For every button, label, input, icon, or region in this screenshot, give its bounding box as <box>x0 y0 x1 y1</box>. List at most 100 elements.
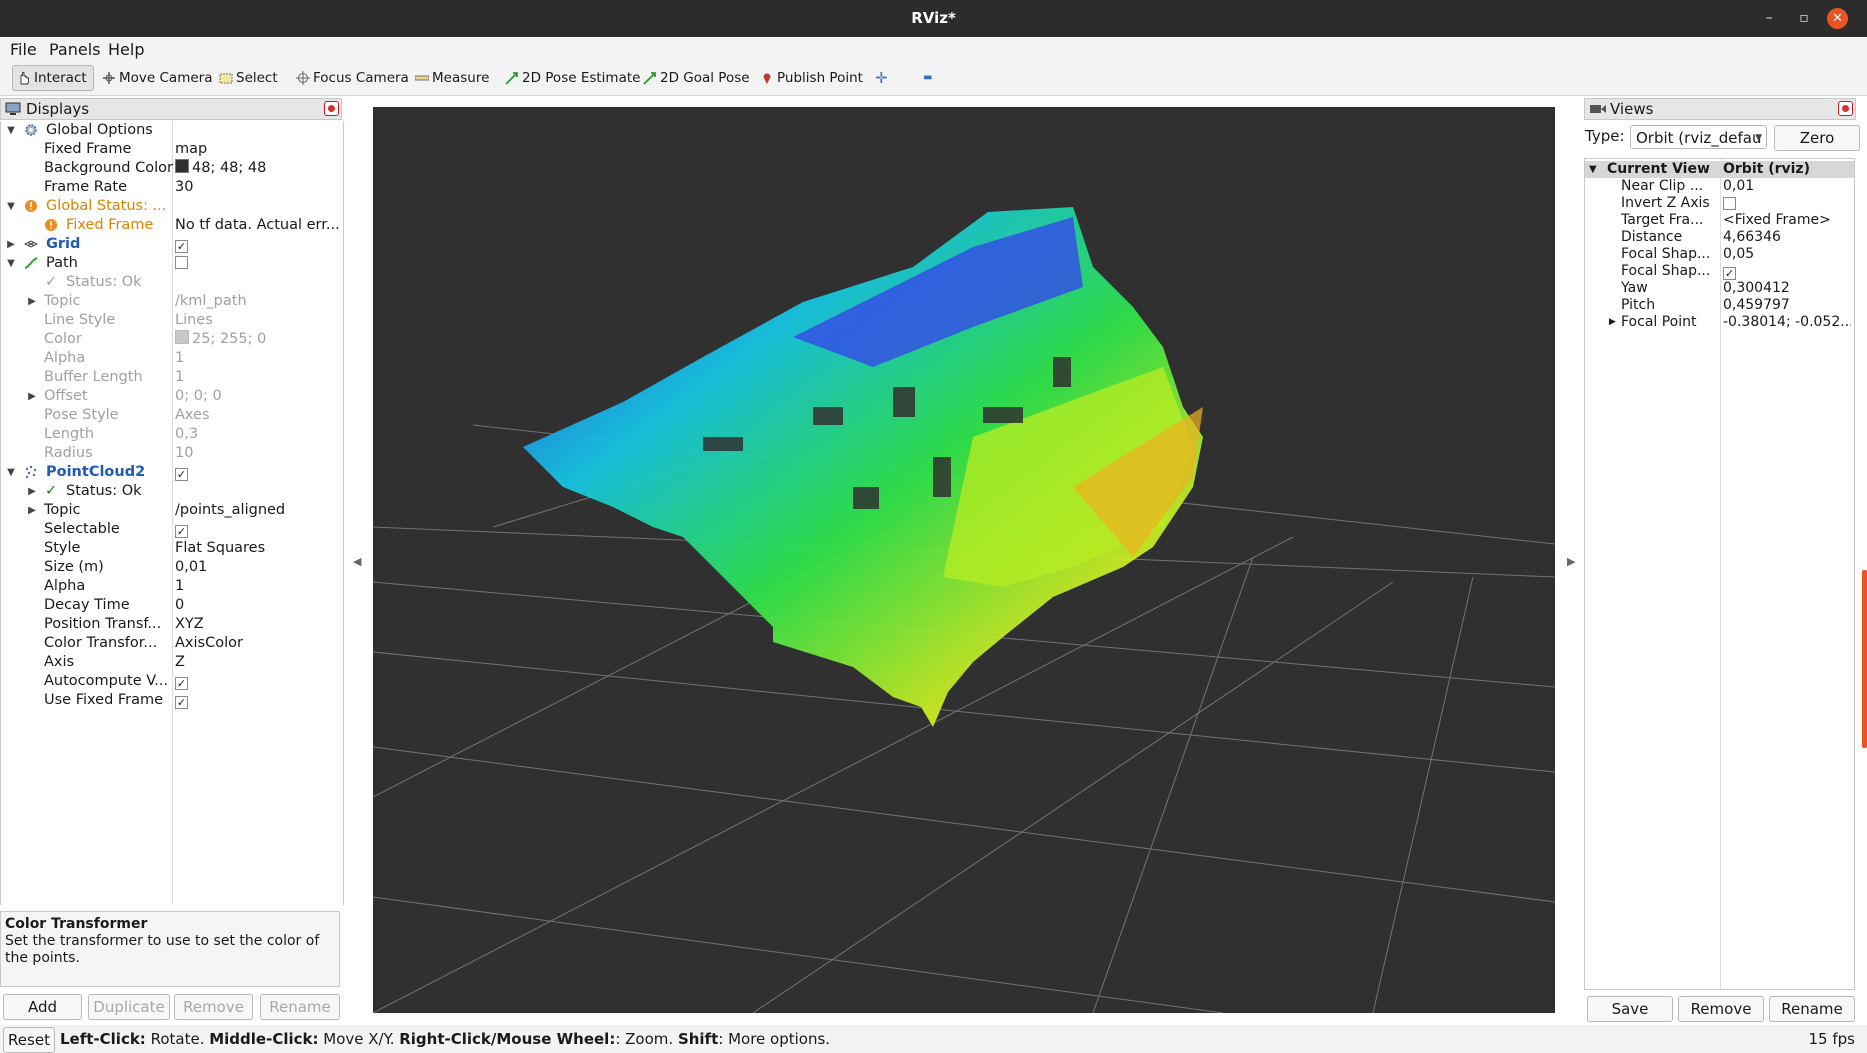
row-value[interactable]: 10 <box>175 445 194 461</box>
view-row-focal-shape-size[interactable]: Focal Shap... 0,05 <box>1585 246 1854 263</box>
move-camera-tool-button[interactable]: Move Camera <box>102 67 212 89</box>
maximize-icon[interactable]: ▫ <box>1799 10 1809 26</box>
reset-button[interactable]: Reset <box>3 1027 55 1053</box>
row-value[interactable]: Axes <box>175 407 210 423</box>
row-value[interactable]: ✓ <box>175 463 341 482</box>
row-value[interactable] <box>175 254 341 273</box>
menu-file[interactable]: File <box>10 40 37 59</box>
tree-row-position-transformer[interactable]: Position Transf... XYZ <box>1 615 343 634</box>
enabled-checkbox[interactable] <box>175 256 188 269</box>
publish-point-tool-button[interactable]: Publish Point <box>760 67 863 89</box>
row-value[interactable]: XYZ <box>175 616 204 632</box>
row-value[interactable]: 4,66346 <box>1723 229 1781 245</box>
tree-row-background-color[interactable]: Background Color 48; 48; 48 <box>1 159 343 178</box>
measure-tool-button[interactable]: Measure <box>415 67 489 89</box>
row-value[interactable]: 0,05 <box>1723 246 1755 262</box>
row-value[interactable]: /kml_path <box>175 293 247 309</box>
tree-row-pointcloud-status[interactable]: ▶ ✓ Status: Ok <box>1 482 343 501</box>
minimize-icon[interactable]: – <box>1765 10 1773 26</box>
tree-row-line-style[interactable]: Line Style Lines <box>1 311 343 330</box>
add-tool-icon[interactable]: ✛ <box>875 69 888 87</box>
tree-row-decay-time[interactable]: Decay Time 0 <box>1 596 343 615</box>
tree-row-offset[interactable]: ▶ Offset 0; 0; 0 <box>1 387 343 406</box>
tree-row-pose-style[interactable]: Pose Style Axes <box>1 406 343 425</box>
selectable-checkbox[interactable]: ✓ <box>175 525 188 538</box>
tree-row-global-options[interactable]: ▼ Global Options <box>1 121 343 140</box>
expand-right-icon[interactable]: ▶ <box>7 239 15 250</box>
tree-row-grid[interactable]: ▶ Grid ✓ <box>1 235 343 254</box>
tree-row-radius[interactable]: Radius 10 <box>1 444 343 463</box>
close-panel-icon[interactable] <box>324 101 339 116</box>
menu-help[interactable]: Help <box>108 40 145 59</box>
tree-row-buffer-length[interactable]: Buffer Length 1 <box>1 368 343 387</box>
row-value[interactable]: ✓ <box>175 672 341 691</box>
remove-tool-icon[interactable]: ▬ <box>923 72 933 83</box>
expand-down-icon[interactable]: ▼ <box>7 201 15 212</box>
tree-row-use-fixed-frame[interactable]: Use Fixed Frame ✓ <box>1 691 343 710</box>
row-value[interactable]: Flat Squares <box>175 540 266 556</box>
expand-down-icon[interactable]: ▼ <box>1589 164 1597 175</box>
view-row-focal-point[interactable]: ▶ Focal Point -0.38014; -0.052... <box>1585 314 1854 331</box>
close-panel-icon[interactable] <box>1838 101 1853 116</box>
interact-tool-button[interactable]: Interact <box>12 65 94 91</box>
expand-down-icon[interactable]: ▼ <box>7 467 15 478</box>
row-value[interactable]: map <box>175 141 208 157</box>
tree-row-path[interactable]: ▼ Path <box>1 254 343 273</box>
row-value[interactable]: 30 <box>175 179 194 195</box>
view-type-select[interactable]: Orbit (rviz_defau ▼ <box>1630 125 1767 149</box>
collapse-right-icon[interactable]: ▶ <box>1567 555 1576 568</box>
expand-down-icon[interactable]: ▼ <box>7 125 15 136</box>
row-value[interactable]: 25; 255; 0 <box>175 330 341 349</box>
row-value[interactable]: /points_aligned <box>175 502 286 518</box>
tree-row-pointcloud2[interactable]: ▼ PointCloud2 ✓ <box>1 463 343 482</box>
rename-display-button[interactable]: Rename <box>260 994 340 1020</box>
view-row-yaw[interactable]: Yaw 0,300412 <box>1585 280 1854 297</box>
tree-row-path-alpha[interactable]: Alpha 1 <box>1 349 343 368</box>
row-value[interactable]: 0,3 <box>175 426 199 442</box>
row-value[interactable]: 0,300412 <box>1723 280 1790 296</box>
tree-row-fixed-frame[interactable]: Fixed Frame map <box>1 140 343 159</box>
tree-row-alpha[interactable]: Alpha 1 <box>1 577 343 596</box>
save-view-button[interactable]: Save <box>1587 996 1673 1022</box>
tree-row-path-topic[interactable]: ▶ Topic /kml_path <box>1 292 343 311</box>
row-value[interactable]: ✓ <box>175 691 341 710</box>
collapse-left-icon[interactable]: ◀ <box>353 555 362 568</box>
view-row-target-frame[interactable]: Target Fra... <Fixed Frame> <box>1585 212 1854 229</box>
tree-row-size[interactable]: Size (m) 0,01 <box>1 558 343 577</box>
2d-goal-pose-tool-button[interactable]: 2D Goal Pose <box>643 67 750 89</box>
view-row-invert-z[interactable]: Invert Z Axis <box>1585 195 1854 212</box>
expand-right-icon[interactable]: ▶ <box>1609 317 1616 327</box>
tree-row-fixed-frame-status[interactable]: Fixed Frame No tf data. Actual err... <box>1 216 343 235</box>
enabled-checkbox[interactable]: ✓ <box>175 240 188 253</box>
2d-pose-estimate-tool-button[interactable]: 2D Pose Estimate <box>505 67 640 89</box>
focus-camera-tool-button[interactable]: Focus Camera <box>296 67 409 89</box>
view-row-focal-shape-fixed[interactable]: Focal Shap... ✓ <box>1585 263 1854 280</box>
tree-row-path-color[interactable]: Color 25; 255; 0 <box>1 330 343 349</box>
tree-row-path-status[interactable]: ✓ Status: Ok <box>1 273 343 292</box>
zero-view-button[interactable]: Zero <box>1774 125 1860 151</box>
row-value[interactable]: 48; 48; 48 <box>175 159 341 178</box>
row-value[interactable]: ✓ <box>175 520 341 539</box>
expand-right-icon[interactable]: ▶ <box>28 505 36 516</box>
close-window-button[interactable]: ✕ <box>1827 8 1848 29</box>
select-tool-button[interactable]: Select <box>219 67 278 89</box>
add-display-button[interactable]: Add <box>3 994 82 1020</box>
autocompute-checkbox[interactable]: ✓ <box>175 677 188 690</box>
row-value[interactable]: Lines <box>175 312 213 328</box>
remove-view-button[interactable]: Remove <box>1678 996 1764 1022</box>
use-fixed-frame-checkbox[interactable]: ✓ <box>175 696 188 709</box>
row-value[interactable]: ✓ <box>175 235 341 254</box>
scene-canvas[interactable] <box>373 107 1555 1013</box>
expand-right-icon[interactable]: ▶ <box>28 296 36 307</box>
tree-row-length[interactable]: Length 0,3 <box>1 425 343 444</box>
row-value[interactable]: <Fixed Frame> <box>1723 212 1831 228</box>
row-value[interactable]: 0,459797 <box>1723 297 1790 313</box>
row-value[interactable]: 0,01 <box>175 559 208 575</box>
invert-z-checkbox[interactable] <box>1723 197 1736 210</box>
focal-shape-checkbox[interactable]: ✓ <box>1723 267 1736 280</box>
expand-down-icon[interactable]: ▼ <box>7 258 15 269</box>
tree-row-frame-rate[interactable]: Frame Rate 30 <box>1 178 343 197</box>
tree-row-style[interactable]: Style Flat Squares <box>1 539 343 558</box>
row-value[interactable]: 0; 0; 0 <box>175 388 222 404</box>
row-value[interactable]: 0 <box>175 597 185 613</box>
